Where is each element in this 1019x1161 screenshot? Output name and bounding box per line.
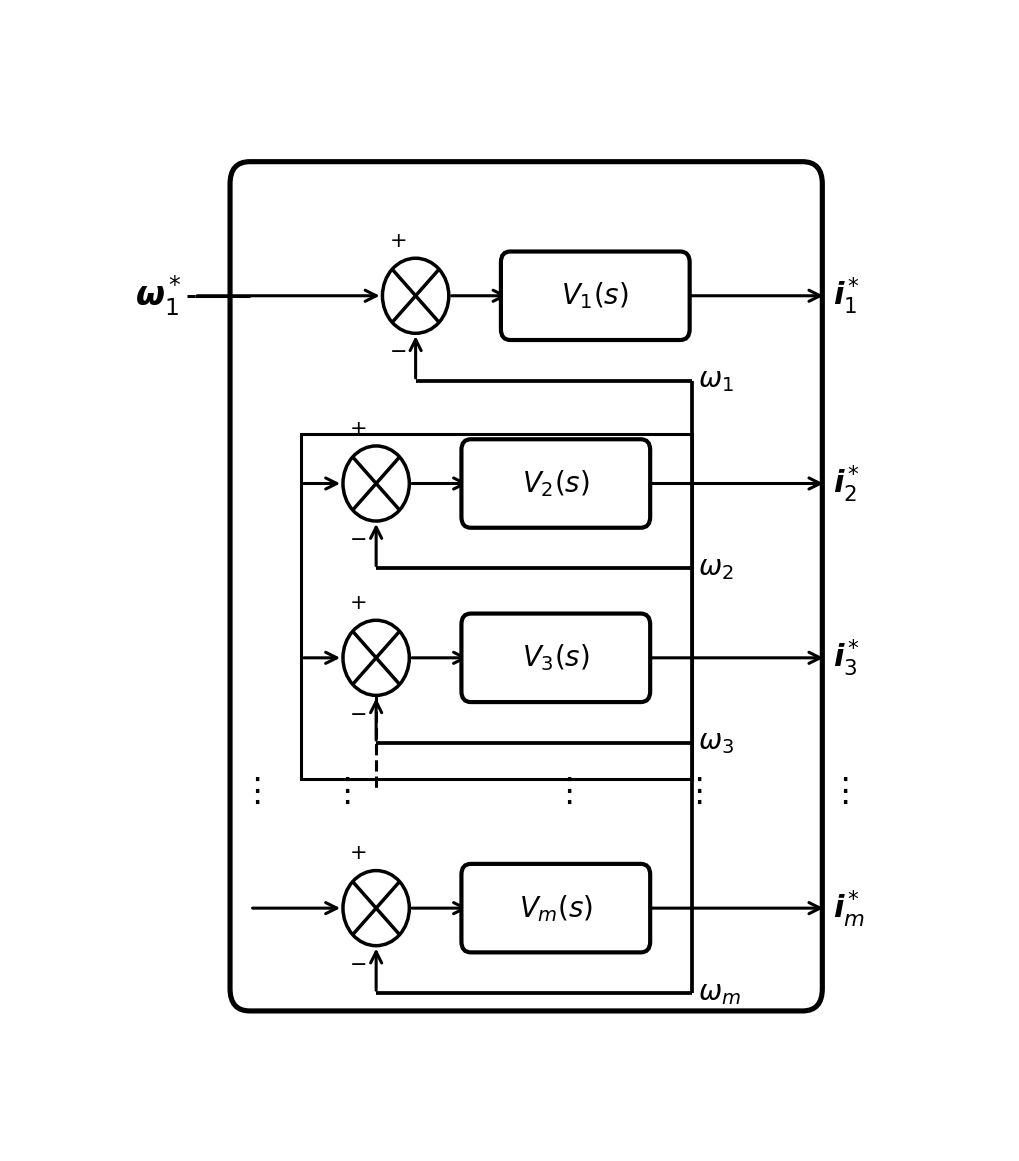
Text: $V_2(s)$: $V_2(s)$ bbox=[522, 468, 590, 499]
Text: $\boldsymbol{i}_3^*$: $\boldsymbol{i}_3^*$ bbox=[833, 637, 860, 678]
Text: $+$: $+$ bbox=[350, 419, 367, 439]
Text: $+$: $+$ bbox=[388, 231, 406, 251]
Text: $\omega_2$: $\omega_2$ bbox=[698, 555, 734, 582]
FancyBboxPatch shape bbox=[462, 613, 650, 702]
Text: $V_1(s)$: $V_1(s)$ bbox=[561, 280, 629, 311]
Text: $\boldsymbol{i}_2^*$: $\boldsymbol{i}_2^*$ bbox=[833, 463, 860, 504]
Text: $-$: $-$ bbox=[350, 702, 367, 722]
Text: $\vdots$: $\vdots$ bbox=[551, 776, 572, 808]
Text: $-$: $-$ bbox=[389, 340, 406, 360]
Bar bbox=[302, 434, 692, 779]
Text: $-$: $-$ bbox=[350, 953, 367, 973]
Text: $-$: $-$ bbox=[350, 528, 367, 548]
Text: $+$: $+$ bbox=[350, 593, 367, 613]
Text: $+$: $+$ bbox=[350, 843, 367, 864]
Text: $\boldsymbol{i}_m^*$: $\boldsymbol{i}_m^*$ bbox=[833, 888, 865, 929]
FancyBboxPatch shape bbox=[462, 439, 650, 528]
Text: $\omega_1$: $\omega_1$ bbox=[698, 367, 735, 395]
Text: $V_3(s)$: $V_3(s)$ bbox=[522, 642, 590, 673]
Text: $\omega_m$: $\omega_m$ bbox=[698, 980, 741, 1007]
Text: $\boldsymbol{\omega}_1^*$: $\boldsymbol{\omega}_1^*$ bbox=[136, 274, 182, 318]
Text: $\omega_3$: $\omega_3$ bbox=[698, 729, 735, 756]
Text: $\boldsymbol{i}_1^*$: $\boldsymbol{i}_1^*$ bbox=[833, 275, 860, 316]
Text: $\vdots$: $\vdots$ bbox=[239, 776, 260, 808]
Text: $\vdots$: $\vdots$ bbox=[828, 776, 848, 808]
Text: $\vdots$: $\vdots$ bbox=[330, 776, 351, 808]
Text: $V_m(s)$: $V_m(s)$ bbox=[519, 893, 593, 923]
FancyBboxPatch shape bbox=[462, 864, 650, 952]
Text: $\vdots$: $\vdots$ bbox=[682, 776, 702, 808]
FancyBboxPatch shape bbox=[501, 252, 690, 340]
